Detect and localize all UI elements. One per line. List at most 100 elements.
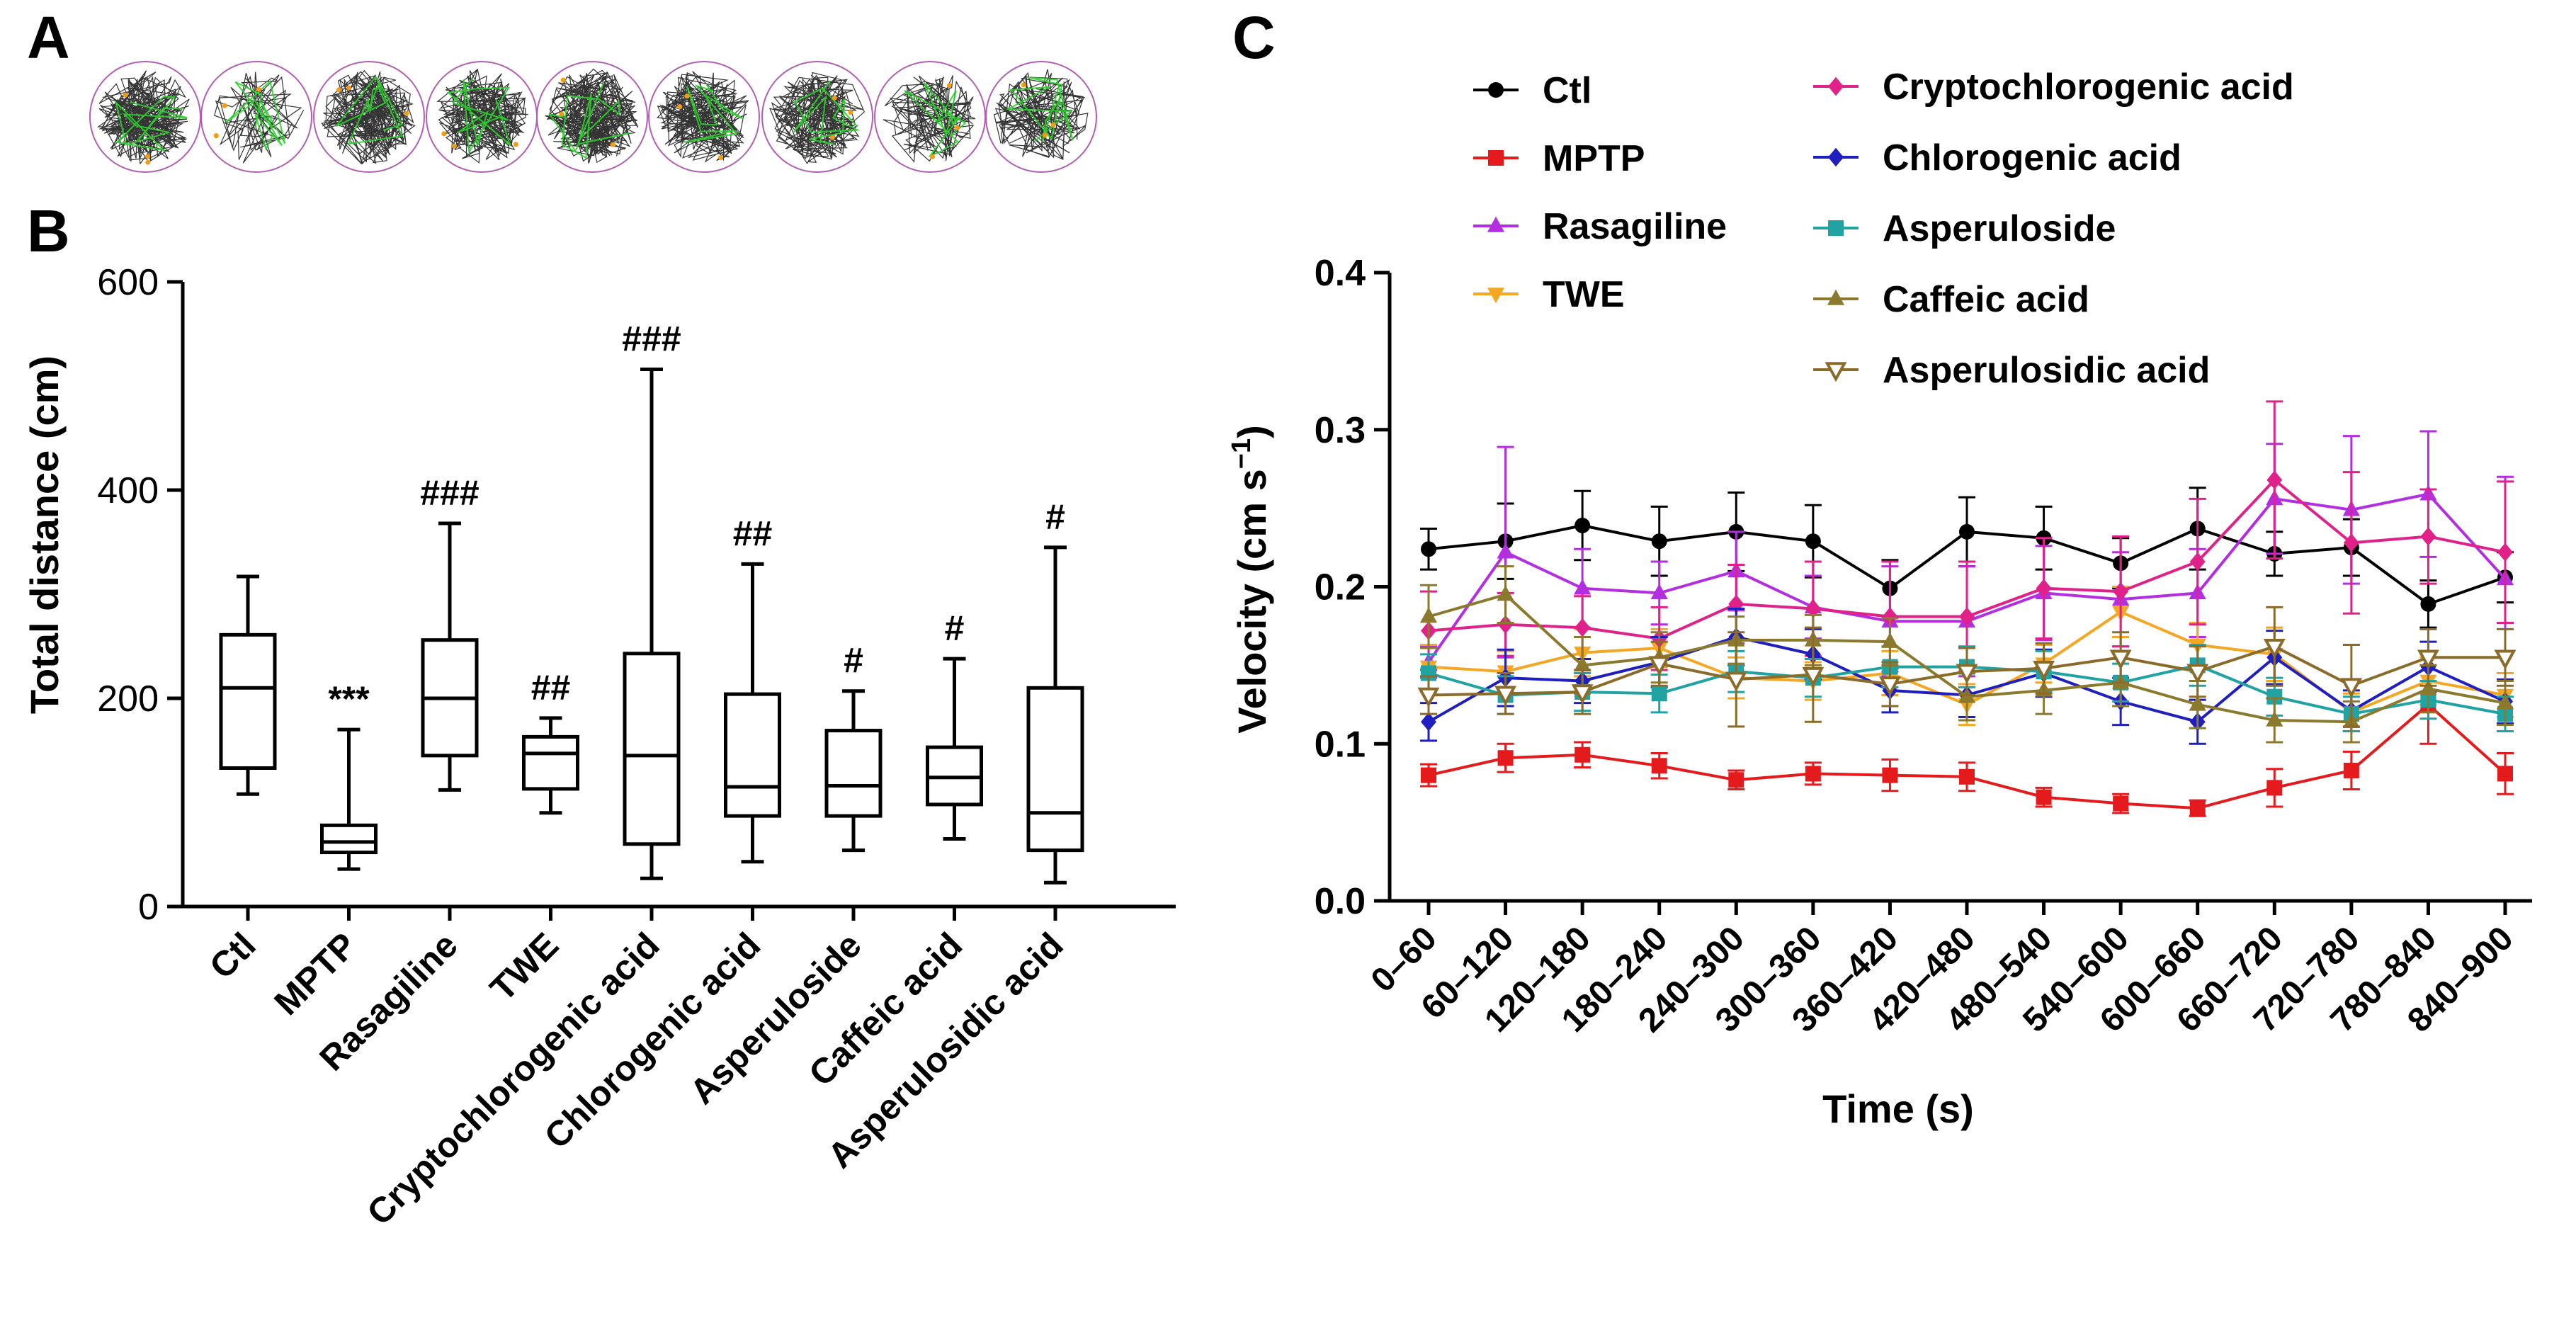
series-8	[1417, 606, 2517, 728]
data-point	[1497, 585, 1514, 601]
data-point	[1651, 686, 1667, 702]
marker-dot	[222, 103, 227, 108]
data-point	[1421, 541, 1436, 557]
data-point	[1571, 684, 1594, 705]
data-point	[2497, 766, 2513, 782]
data-point	[2266, 780, 2283, 796]
data-point	[1574, 518, 1591, 534]
data-point	[1574, 618, 1591, 637]
data-point	[2109, 649, 2132, 670]
data-point	[1651, 533, 1667, 550]
box-iqr	[522, 734, 579, 791]
track-path-green	[336, 75, 404, 145]
legend-label: Chlorogenic acid	[1883, 137, 2181, 178]
significance-label: ***	[328, 679, 370, 719]
marker-dot	[829, 135, 835, 140]
marker-dot	[336, 87, 342, 93]
marker-dot	[684, 93, 690, 99]
data-point	[1805, 533, 1821, 550]
marker-dot	[441, 131, 447, 137]
track-images	[89, 61, 1097, 173]
data-point	[2266, 710, 2283, 727]
y-tick-label: 0.2	[1315, 567, 1366, 608]
marker-dot	[145, 154, 151, 159]
x-tick-label: Ctl	[202, 925, 263, 987]
data-point	[1487, 288, 1505, 304]
legend-label: Rasagiline	[1543, 206, 1727, 247]
data-point	[2343, 533, 2359, 552]
data-point	[1650, 584, 1668, 600]
significance-label: ##	[531, 668, 571, 708]
data-point	[1827, 289, 1845, 305]
data-point	[1497, 750, 1514, 766]
box-4: ###Cryptochlorogenic acid	[359, 319, 681, 1232]
y-tick-label: 600	[97, 262, 159, 303]
data-point	[1728, 594, 1744, 614]
significance-label: #	[1045, 497, 1065, 537]
data-point	[2417, 649, 2439, 670]
data-point	[1956, 664, 1978, 684]
track-path-green	[904, 82, 967, 158]
legend-item: Asperulosidic acid	[1813, 350, 2210, 391]
legend-item: Cryptochlorogenic acid	[1813, 67, 2294, 108]
data-point	[1825, 362, 1847, 382]
line-chart-y-label: Velocity (cm s−1)	[1227, 425, 1274, 734]
data-point	[2266, 470, 2283, 489]
legend-label: Asperuloside	[1883, 208, 2116, 249]
data-point	[1574, 746, 1591, 763]
marker-dot	[1021, 82, 1026, 88]
data-point	[2113, 795, 2129, 812]
track-path-green	[225, 79, 286, 152]
data-point	[1805, 766, 1821, 782]
track-path-green	[547, 83, 630, 159]
track-path	[656, 71, 749, 163]
data-point	[2263, 638, 2286, 659]
marker-dot	[256, 86, 261, 92]
data-point	[1574, 656, 1591, 672]
data-point	[2036, 789, 2052, 805]
data-point	[2189, 800, 2206, 817]
box-iqr	[320, 823, 378, 855]
x-tick-label: TWE	[482, 925, 566, 1009]
significance-label: ###	[622, 319, 681, 358]
data-point	[1828, 147, 1844, 167]
data-point	[1802, 666, 1825, 688]
box-iqr	[824, 729, 883, 818]
box-1: *** MPTP	[266, 679, 378, 1023]
legend-label: TWE	[1543, 274, 1625, 315]
line-chart-x-label: Time (s)	[1822, 1086, 1974, 1131]
data-point	[1881, 632, 1899, 648]
legend-label: Caffeic acid	[1883, 279, 2089, 320]
marker-dot	[1042, 132, 1048, 138]
data-point	[2340, 678, 2363, 698]
legend-item: Asperuloside	[1813, 208, 2116, 249]
marker-dot	[560, 77, 566, 83]
y-label-sup: −1	[1227, 438, 1256, 469]
marker-dot	[213, 133, 219, 139]
marker-dot	[946, 83, 952, 89]
marker-dot	[954, 125, 960, 130]
marker-dot	[451, 143, 457, 149]
data-point	[1725, 671, 1747, 692]
data-point	[1497, 615, 1514, 634]
data-point	[2343, 762, 2359, 778]
box-plot-y-label: Total distance (cm)	[22, 356, 67, 714]
data-point	[1651, 758, 1667, 774]
data-point	[1959, 523, 1975, 540]
legend: Ctl MPTP Rasagiline TWE Cryptochlorogenic ac…	[1473, 67, 2294, 391]
marker-dot	[717, 154, 723, 160]
track-image	[200, 61, 312, 173]
legend-item: MPTP	[1473, 138, 1645, 179]
track-image	[761, 61, 873, 173]
line-chart: Velocity (cm s−1) Time (s) 0.0 0.1 0.2 0.3 0…	[1227, 67, 2532, 1131]
data-point	[1574, 579, 1591, 595]
track-image	[89, 61, 201, 173]
box-iqr	[724, 692, 781, 818]
data-point	[2420, 596, 2436, 612]
data-point	[2033, 661, 2055, 681]
track-image	[648, 61, 760, 173]
track-path-green	[1005, 76, 1074, 142]
box-plot: Total distance (cm) 0 200 400 600 Ctl *** MPTP…	[22, 262, 1176, 1233]
data-point	[2496, 693, 2514, 710]
